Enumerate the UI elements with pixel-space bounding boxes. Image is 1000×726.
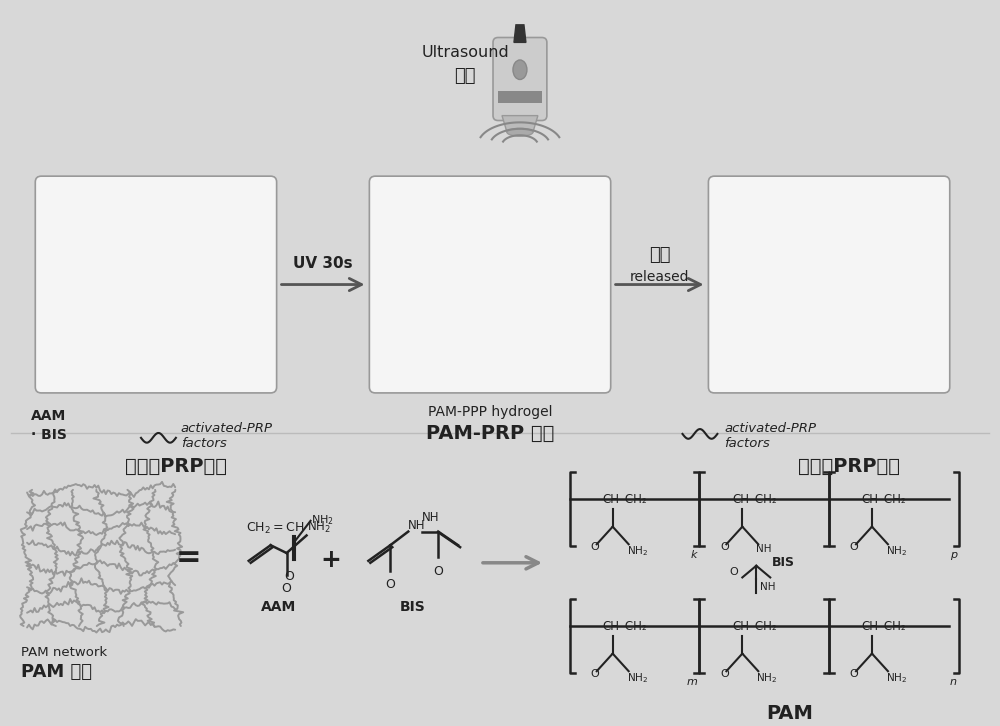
Text: CH–CH₂: CH–CH₂ <box>732 620 777 633</box>
Text: Ultrasound: Ultrasound <box>421 45 509 60</box>
Text: activated-PRP
factors: activated-PRP factors <box>724 423 816 450</box>
Text: PAM network: PAM network <box>21 646 107 658</box>
Text: CH–CH₂: CH–CH₂ <box>862 493 906 506</box>
Text: released: released <box>630 270 689 284</box>
FancyBboxPatch shape <box>369 176 611 393</box>
Text: O: O <box>720 669 729 680</box>
Ellipse shape <box>513 60 527 80</box>
Text: PAM-PRP 凝胶: PAM-PRP 凝胶 <box>426 424 554 443</box>
Text: CH–CH₂: CH–CH₂ <box>602 493 647 506</box>
Text: BIS: BIS <box>772 556 795 569</box>
Polygon shape <box>514 25 526 42</box>
Text: PAM 网络: PAM 网络 <box>21 664 92 682</box>
Text: $\rm NH_2$: $\rm NH_2$ <box>886 671 907 685</box>
Text: 激活的PRP因子: 激活的PRP因子 <box>798 457 900 476</box>
Text: AAM: AAM <box>31 409 67 423</box>
Text: O: O <box>285 570 295 583</box>
Text: $\rm NH_2$: $\rm NH_2$ <box>307 520 331 535</box>
Polygon shape <box>498 91 542 103</box>
Text: m: m <box>687 677 697 687</box>
Text: O: O <box>850 669 858 680</box>
Text: NH: NH <box>760 582 776 592</box>
FancyBboxPatch shape <box>35 176 277 393</box>
Text: AAM: AAM <box>261 600 296 614</box>
Text: $\rm NH_2$: $\rm NH_2$ <box>756 671 778 685</box>
Ellipse shape <box>507 129 533 136</box>
Text: +: + <box>320 548 341 572</box>
Text: O: O <box>385 579 395 592</box>
Text: O: O <box>730 566 738 576</box>
Text: =: = <box>176 544 202 572</box>
Text: O: O <box>590 542 599 552</box>
Text: 超声: 超声 <box>454 67 476 85</box>
Text: p: p <box>950 550 957 560</box>
Text: k: k <box>691 550 697 560</box>
Text: BIS: BIS <box>399 600 425 614</box>
Text: CH–CH₂: CH–CH₂ <box>732 493 777 506</box>
Text: n: n <box>950 677 957 687</box>
FancyBboxPatch shape <box>493 38 547 121</box>
Text: CH–CH₂: CH–CH₂ <box>862 620 906 633</box>
Text: $\rm NH_2$: $\rm NH_2$ <box>627 671 648 685</box>
Text: 释放: 释放 <box>649 246 670 264</box>
Polygon shape <box>502 115 538 132</box>
Text: O: O <box>590 669 599 680</box>
Text: $\rm CH_2{=}CH$: $\rm CH_2{=}CH$ <box>246 521 304 537</box>
Text: UV 30s: UV 30s <box>293 256 353 271</box>
Text: $\rm NH_2$: $\rm NH_2$ <box>627 544 648 558</box>
FancyArrowPatch shape <box>281 279 361 290</box>
FancyBboxPatch shape <box>708 176 950 393</box>
Text: CH–CH₂: CH–CH₂ <box>602 620 647 633</box>
Text: NH: NH <box>756 544 772 554</box>
FancyArrowPatch shape <box>615 279 701 290</box>
Text: 激活的PRP因子: 激活的PRP因子 <box>125 457 227 476</box>
Text: O: O <box>282 582 292 595</box>
Text: $\rm NH_2$: $\rm NH_2$ <box>886 544 907 558</box>
Text: O: O <box>433 565 443 578</box>
Text: PAM-PPP hydrogel: PAM-PPP hydrogel <box>428 404 552 419</box>
FancyArrowPatch shape <box>483 557 538 569</box>
Text: $\rm NH_2$: $\rm NH_2$ <box>311 513 333 527</box>
Text: NH: NH <box>421 511 439 523</box>
Text: activated-PRP
factors: activated-PRP factors <box>181 423 273 450</box>
Text: O: O <box>850 542 858 552</box>
Text: PAM: PAM <box>766 704 813 723</box>
Text: NH: NH <box>408 519 426 532</box>
Text: · BIS: · BIS <box>31 428 67 442</box>
Text: O: O <box>720 542 729 552</box>
